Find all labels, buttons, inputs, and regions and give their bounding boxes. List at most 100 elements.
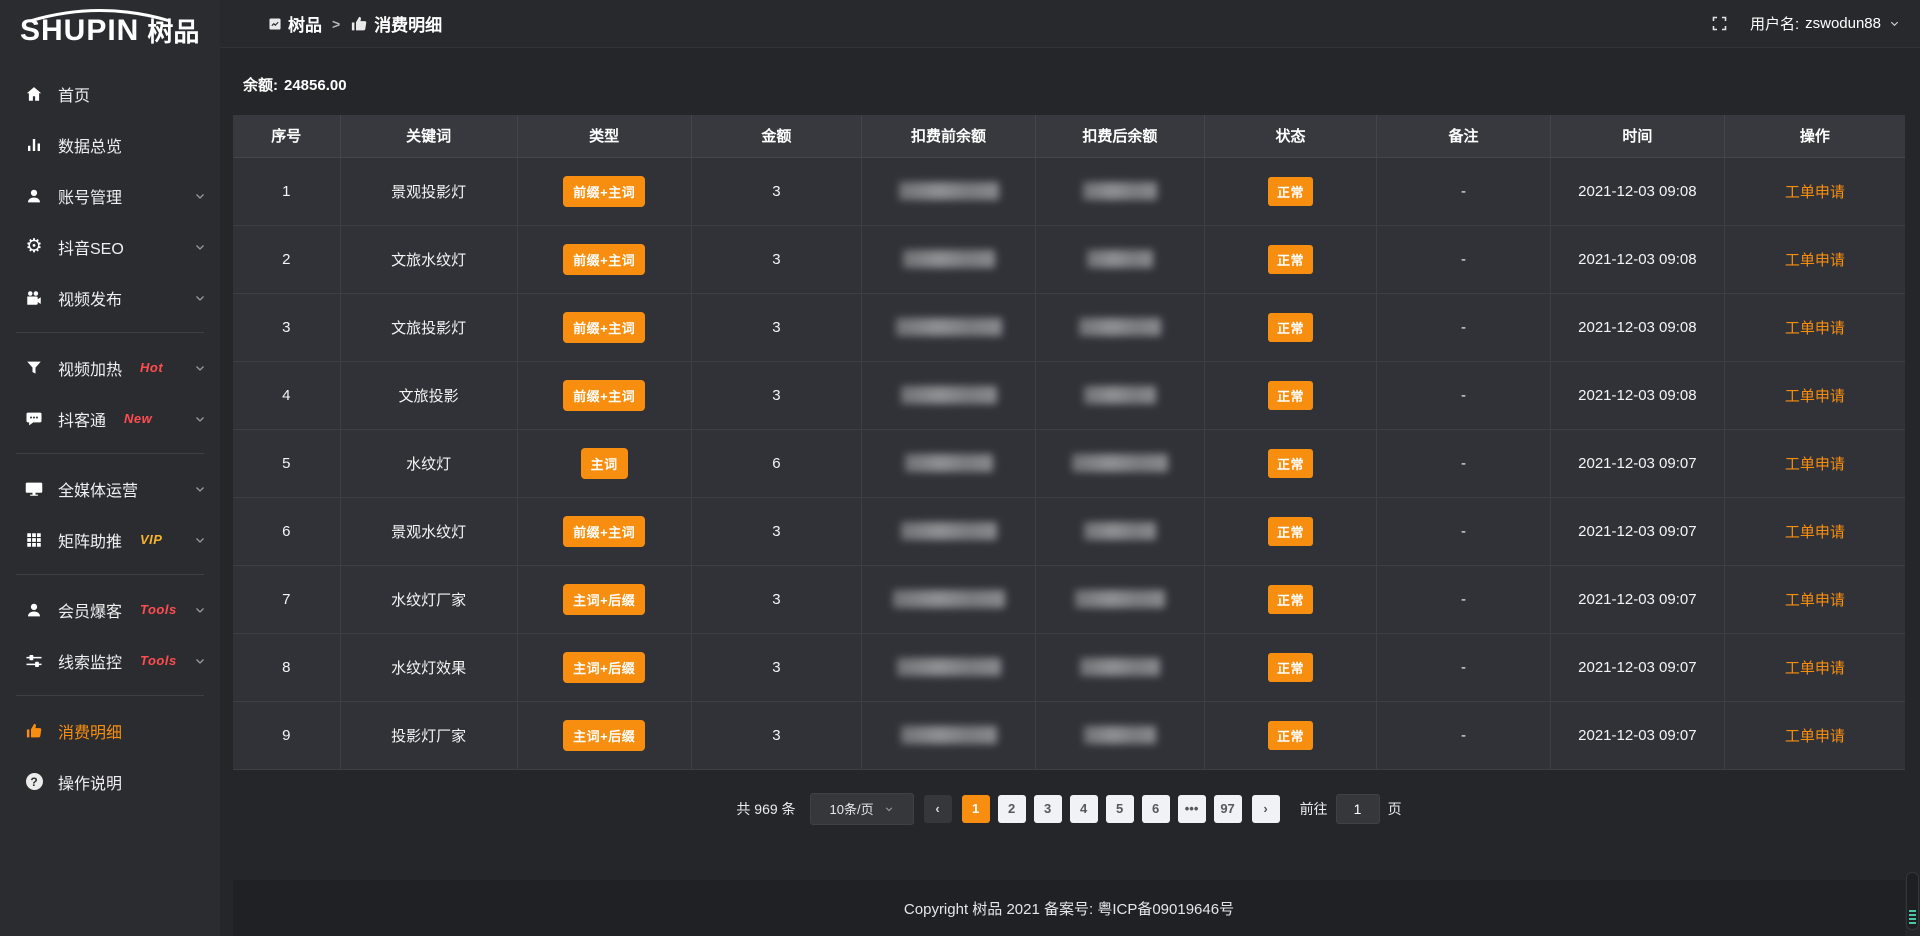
sidebar-item-label: 抖音SEO <box>58 240 124 258</box>
cell-type: 主词 <box>516 428 692 498</box>
fullscreen-icon[interactable] <box>1711 15 1728 32</box>
question-icon: ? <box>24 773 44 790</box>
page-button-2[interactable]: 2 <box>997 794 1026 823</box>
cell-balance-after <box>1035 156 1205 226</box>
chevron-down-icon <box>194 190 206 202</box>
cell-balance-after <box>1035 700 1205 770</box>
breadcrumb-item[interactable]: 消费明细 <box>350 11 442 36</box>
cell-index: 9 <box>233 700 341 770</box>
topbar: 树品 > 消费明细 用户名: zswodun88 <box>220 0 1920 48</box>
sliders-icon <box>24 652 44 670</box>
sidebar-item-label: 账号管理 <box>58 189 123 207</box>
type-badge: 主词+后缀 <box>563 719 646 751</box>
consume-icon <box>350 15 368 33</box>
next-page-button[interactable]: › <box>1251 794 1280 823</box>
redacted-value <box>902 250 995 269</box>
page-button-1[interactable]: 1 <box>961 794 990 823</box>
redacted-value <box>900 726 997 745</box>
home-icon <box>24 85 44 103</box>
user-menu[interactable]: 用户名: zswodun88 <box>1750 13 1900 34</box>
sidebar-item-tag: New <box>124 411 153 426</box>
prev-page-button[interactable]: ‹ <box>923 794 952 823</box>
status-badge: 正常 <box>1267 312 1313 342</box>
cell-index: 3 <box>233 292 341 362</box>
breadcrumb-item[interactable]: 树品 <box>268 11 322 36</box>
pagination-total: 共 969 条 <box>736 800 796 817</box>
action-link[interactable]: 工单申请 <box>1784 659 1845 677</box>
cell-remark: - <box>1376 360 1551 430</box>
table-body: 1 景观投影灯 前缀+主词 3 正常 - 2021-12-03 09:08 工单… <box>233 156 1905 770</box>
action-link[interactable]: 工单申请 <box>1784 319 1845 337</box>
status-badge: 正常 <box>1267 244 1313 274</box>
sidebar-item-home[interactable]: 首页 <box>0 68 220 119</box>
page-button-3[interactable]: 3 <box>1033 794 1062 823</box>
action-link[interactable]: 工单申请 <box>1784 523 1845 541</box>
action-link[interactable]: 工单申请 <box>1784 387 1845 405</box>
cell-type: 主词+后缀 <box>516 564 692 634</box>
column-header: 序号 <box>233 115 341 158</box>
cell-balance-before <box>861 564 1036 634</box>
action-link[interactable]: 工单申请 <box>1784 251 1845 269</box>
sidebar-item-matrix-boost[interactable]: 矩阵助推 VIP <box>0 514 220 565</box>
sidebar-item-douyin-seo[interactable]: ⚙ 抖音SEO <box>0 221 220 272</box>
sidebar-item-clue-monitor[interactable]: 线索监控 Tools <box>0 635 220 686</box>
action-link[interactable]: 工单申请 <box>1784 183 1845 201</box>
content: 余额: 24856.00 序号 关键词 类型 金额 扣费前余额 扣费后余额 状态 备注 时间 操作 … <box>220 48 1920 936</box>
sidebar-item-consume-detail[interactable]: 消费明细 <box>0 705 220 756</box>
cell-type: 主词+后缀 <box>516 632 692 702</box>
page-size-select[interactable]: 10条/页 <box>809 792 914 825</box>
cell-balance-after <box>1035 428 1205 498</box>
page-button-5[interactable]: 5 <box>1105 794 1134 823</box>
column-header: 扣费前余额 <box>861 115 1036 158</box>
sidebar-item-label: 消费明细 <box>58 724 123 742</box>
cell-type: 前缀+主词 <box>516 292 692 362</box>
funnel-icon <box>24 359 44 377</box>
table-row: 8 水纹灯效果 主词+后缀 3 正常 - 2021-12-03 09:07 工单… <box>233 632 1905 702</box>
user-icon <box>24 187 44 205</box>
sidebar-item-help[interactable]: ? 操作说明 <box>0 756 220 807</box>
sidebar-item-label: 操作说明 <box>58 775 123 793</box>
page-more-button[interactable]: ••• <box>1177 794 1206 823</box>
floating-widget[interactable] <box>1906 872 1919 930</box>
page-button-97[interactable]: 97 <box>1213 794 1242 823</box>
sidebar-item-video-heat[interactable]: 视频加热 Hot <box>0 342 220 393</box>
table-row: 4 文旅投影 前缀+主词 3 正常 - 2021-12-03 09:08 工单申… <box>233 360 1905 430</box>
logo-text-en: SHUPIN <box>20 14 140 47</box>
type-badge: 前缀+主词 <box>563 379 646 411</box>
page-button-6[interactable]: 6 <box>1141 794 1170 823</box>
logo-text-cn: 树品 <box>147 16 200 47</box>
column-header: 状态 <box>1203 115 1378 158</box>
type-badge: 主词+后缀 <box>563 583 646 615</box>
cell-remark: - <box>1376 700 1551 770</box>
jump-page-input[interactable] <box>1335 793 1380 824</box>
cell-action: 工单申请 <box>1723 292 1905 362</box>
cell-amount: 3 <box>690 496 863 566</box>
sidebar-item-douketong[interactable]: 抖客通 New <box>0 393 220 444</box>
monitor-icon <box>24 480 44 498</box>
action-link[interactable]: 工单申请 <box>1784 727 1845 745</box>
type-badge: 前缀+主词 <box>563 311 646 343</box>
chat-icon <box>24 410 44 428</box>
sidebar-item-data-overview[interactable]: 数据总览 <box>0 119 220 170</box>
redacted-value <box>1083 386 1156 405</box>
main-area: 树品 > 消费明细 用户名: zswodun88 余额: 24856.00 <box>220 0 1920 936</box>
footer: Copyright 树品 2021 备案号: 粤ICP备09019646号 <box>233 880 1905 936</box>
cell-balance-after <box>1035 292 1205 362</box>
sidebar-item-account[interactable]: 账号管理 <box>0 170 220 221</box>
action-link[interactable]: 工单申请 <box>1784 455 1845 473</box>
action-link[interactable]: 工单申请 <box>1784 591 1845 609</box>
cell-action: 工单申请 <box>1723 700 1905 770</box>
cell-type: 主词+后缀 <box>516 700 692 770</box>
type-badge: 前缀+主词 <box>563 515 646 547</box>
page-size-value: 10条/页 <box>829 802 874 817</box>
chevron-down-icon <box>884 804 894 814</box>
cell-index: 8 <box>233 632 341 702</box>
sidebar-item-media-ops[interactable]: 全媒体运营 <box>0 463 220 514</box>
sidebar-divider <box>16 332 204 333</box>
cell-keyword: 景观水纹灯 <box>339 496 518 566</box>
page-button-4[interactable]: 4 <box>1069 794 1098 823</box>
sidebar-item-video-publish[interactable]: 视频发布 <box>0 272 220 323</box>
cell-remark: - <box>1376 632 1551 702</box>
sidebar-item-member-burst[interactable]: 会员爆客 Tools <box>0 584 220 635</box>
app-logo: SHUPIN 树品 <box>0 0 220 62</box>
